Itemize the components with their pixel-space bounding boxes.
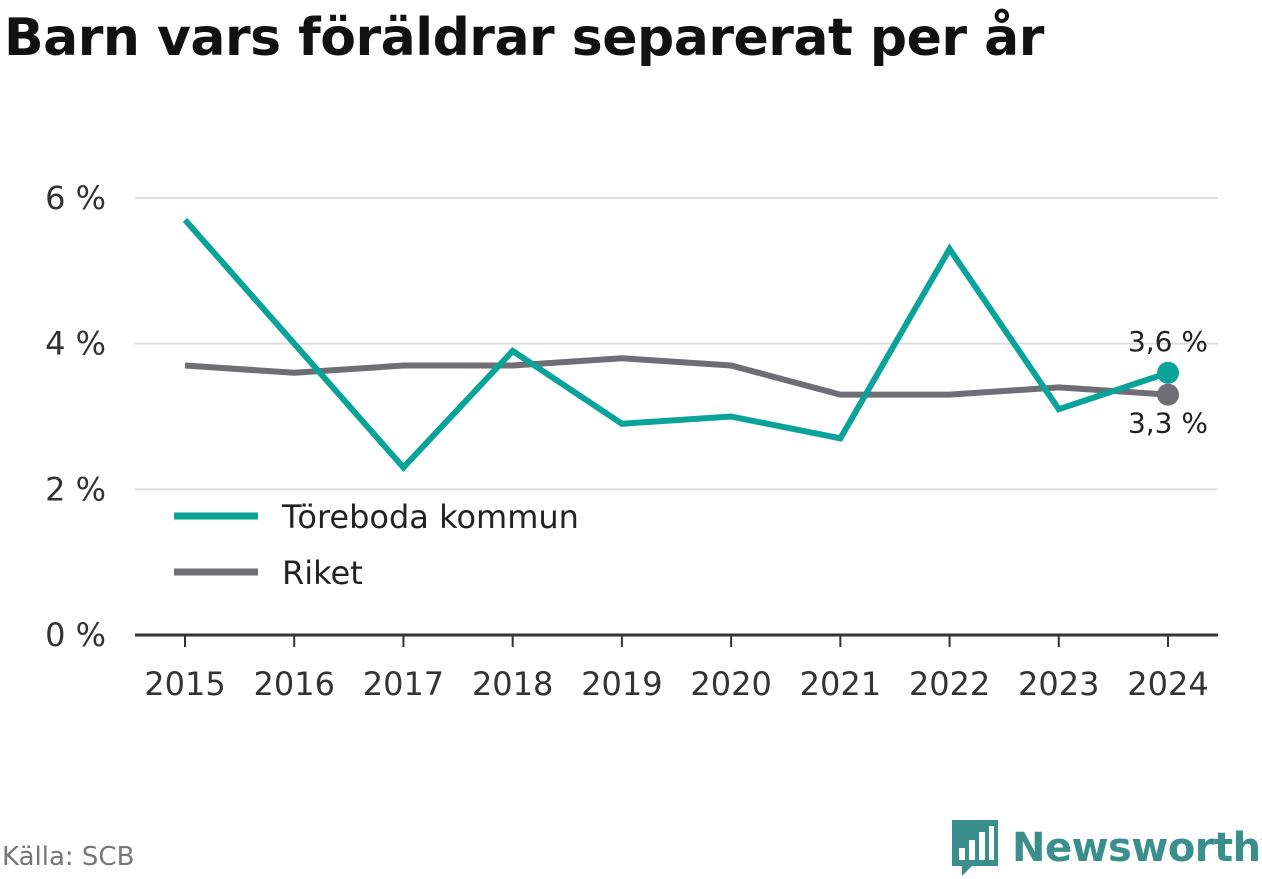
y-tick-label: 6 %: [45, 179, 106, 217]
end-labels: 3,6 % 3,3 %: [1128, 325, 1208, 440]
x-tick-label: 2021: [800, 665, 881, 703]
end-point-riket: [1157, 383, 1179, 406]
brand-name: Newsworthy: [1012, 825, 1262, 871]
y-axis: 0 % 2 % 4 % 6 %: [45, 179, 106, 654]
x-tick-label: 2015: [144, 665, 225, 703]
legend-label-riket: Riket: [282, 554, 363, 592]
series-group: [182, 217, 1179, 472]
gridlines: [135, 197, 1218, 491]
y-tick-label: 2 %: [45, 470, 106, 508]
x-tick-label: 2024: [1127, 665, 1208, 703]
y-tick-label: 4 %: [45, 325, 106, 363]
source-note: Källa: SCB: [2, 842, 135, 872]
brand-logo: Newsworthy: [950, 818, 1262, 878]
legend-background: [145, 492, 640, 610]
x-tick-label: 2016: [254, 665, 335, 703]
x-axis: 2015 2016 2017 2018 2019 2020 2021 2022 2023 2024: [135, 633, 1218, 703]
x-tick-label: 2023: [1018, 665, 1099, 703]
bar-chart-icon: [952, 820, 998, 876]
x-tick-label: 2018: [472, 665, 553, 703]
x-tick-label: 2017: [363, 665, 444, 703]
end-point-toreboda: [1157, 361, 1179, 384]
series-line-riket: [184, 355, 1169, 398]
end-label-toreboda: 3,6 %: [1128, 325, 1208, 358]
legend: Töreboda kommun Riket: [145, 492, 640, 610]
end-label-riket: 3,3 %: [1128, 407, 1208, 440]
x-tick-label: 2022: [909, 665, 990, 703]
legend-label-toreboda: Töreboda kommun: [281, 498, 579, 536]
x-tick-label: 2020: [690, 665, 771, 703]
chart-title: Barn vars föräldrar separerat per år: [4, 8, 1044, 68]
x-tick-label: 2019: [581, 665, 662, 703]
series-line-toreboda: [182, 217, 1169, 472]
y-tick-label: 0 %: [45, 616, 106, 654]
